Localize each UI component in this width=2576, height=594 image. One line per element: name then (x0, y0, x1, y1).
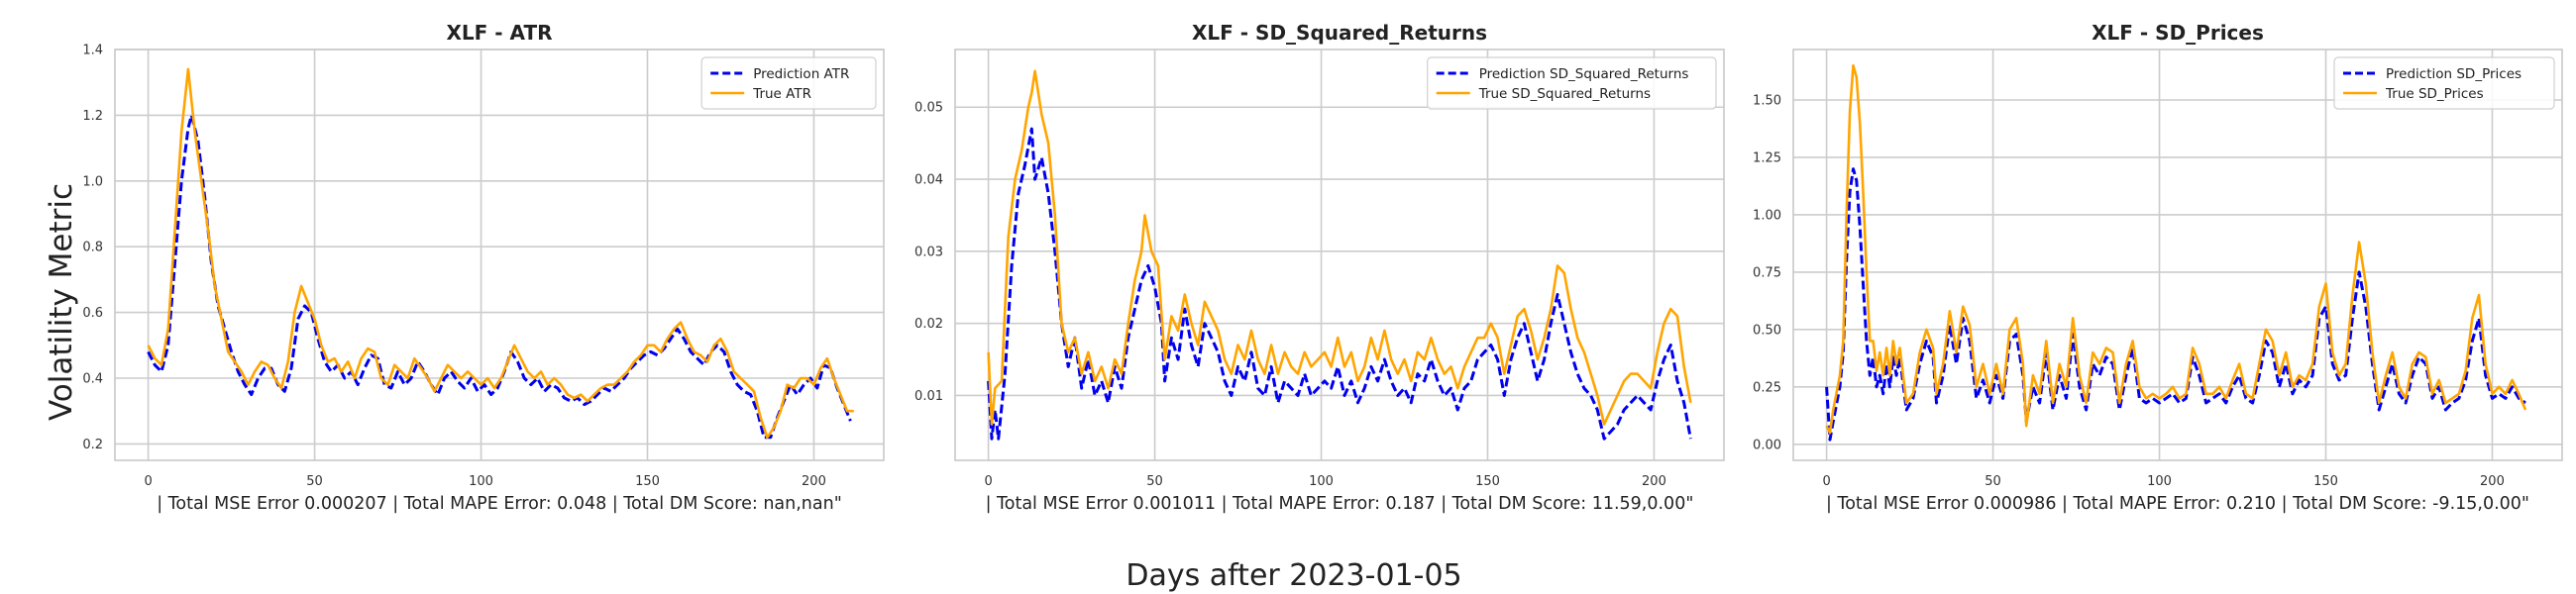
legend: Prediction SD_Squared_Returns True SD_Squ… (1427, 56, 1717, 110)
x-tick-label: 100 (1309, 474, 1334, 489)
legend-label: Prediction SD_Prices (2386, 66, 2522, 82)
y-tick-label: 1.0 (82, 174, 103, 189)
legend-box (1427, 56, 1717, 110)
x-tick-label: 50 (1985, 474, 2001, 489)
chart-caption: | Total MSE Error 0.000986 | Total MAPE … (1826, 494, 2529, 514)
x-tick-label: 150 (1475, 474, 1500, 489)
x-tick-label: 150 (2313, 474, 2338, 489)
legend-label: Prediction SD_Squared_Returns (1479, 66, 1689, 82)
legend-label: True SD_Squared_Returns (1478, 86, 1651, 102)
plot-frame (954, 49, 1725, 461)
chart-title: XLF - SD_Squared_Returns (1192, 21, 1487, 45)
legend: Prediction ATR True ATR (700, 56, 877, 110)
x-tick-label: 200 (1642, 474, 1666, 489)
x-tick-label: 0 (984, 474, 992, 489)
y-tick-label: 0.75 (1753, 265, 1781, 280)
figure-x-axis-label: Days after 2023-01-05 (1126, 558, 1461, 593)
y-tick-label: 0.05 (914, 101, 943, 116)
y-tick-label: 0.00 (1753, 438, 1781, 452)
chart-caption: | Total MSE Error 0.001011 | Total MAPE … (986, 494, 1694, 514)
legend-label: Prediction ATR (753, 66, 849, 82)
x-tick-label: 150 (635, 474, 660, 489)
x-tick-label: 50 (306, 474, 323, 489)
y-tick-label: 0.6 (82, 306, 103, 321)
y-tick-label: 0.4 (82, 372, 103, 387)
y-tick-label: 0.2 (82, 438, 103, 452)
legend-box (700, 56, 877, 110)
legend-label: True SD_Prices (2385, 86, 2484, 102)
y-tick-label: 0.03 (914, 245, 943, 259)
y-tick-label: 0.01 (914, 389, 943, 404)
x-tick-label: 200 (2480, 474, 2505, 489)
x-tick-label: 0 (144, 474, 152, 489)
y-tick-label: 0.25 (1753, 380, 1781, 395)
y-tick-label: 1.25 (1753, 150, 1781, 165)
prediction-line (1825, 167, 2526, 442)
true-line (987, 69, 1692, 426)
y-tick-label: 1.2 (82, 109, 103, 124)
x-tick-label: 100 (469, 474, 493, 489)
chart-title: XLF - ATR (446, 21, 552, 45)
chart-panel: 0 50 100 150 200 0.01 0.02 0.03 0.04 0.05 XLF - SD… (914, 21, 1725, 514)
x-tick-label: 200 (802, 474, 826, 489)
figure-y-axis-label: Volatility Metric (44, 183, 79, 421)
y-tick-label: 1.50 (1753, 94, 1781, 109)
x-tick-label: 100 (2147, 474, 2172, 489)
chart-panel: 0 50 100 150 200 0.00 0.25 0.50 0.75 1.00 1.25 1.50… (1753, 21, 2563, 514)
chart-caption: | Total MSE Error 0.000207 | Total MAPE … (157, 494, 842, 514)
chart-panel: 0 50 100 150 200 0.2 0.4 0.6 0.8 1.0 1.2 1.4 XLF - A… (82, 21, 885, 514)
plot-frame (114, 49, 885, 461)
true-line (147, 67, 854, 440)
y-tick-label: 1.4 (82, 44, 103, 58)
prediction-line (147, 113, 852, 440)
y-tick-label: 1.00 (1753, 208, 1781, 223)
legend: Prediction SD_Prices True SD_Prices (2333, 56, 2555, 110)
true-line (1825, 63, 2527, 435)
y-tick-label: 0.50 (1753, 323, 1781, 338)
x-tick-label: 50 (1146, 474, 1163, 489)
y-tick-label: 0.02 (914, 317, 943, 332)
y-tick-label: 0.04 (914, 173, 943, 188)
x-tick-label: 0 (1822, 474, 1830, 489)
plot-frame (1792, 49, 2563, 461)
legend-box (2333, 56, 2555, 110)
chart-title: XLF - SD_Prices (2092, 21, 2264, 45)
y-tick-label: 0.8 (82, 241, 103, 255)
legend-label: True ATR (752, 86, 811, 102)
prediction-line (987, 127, 1692, 441)
